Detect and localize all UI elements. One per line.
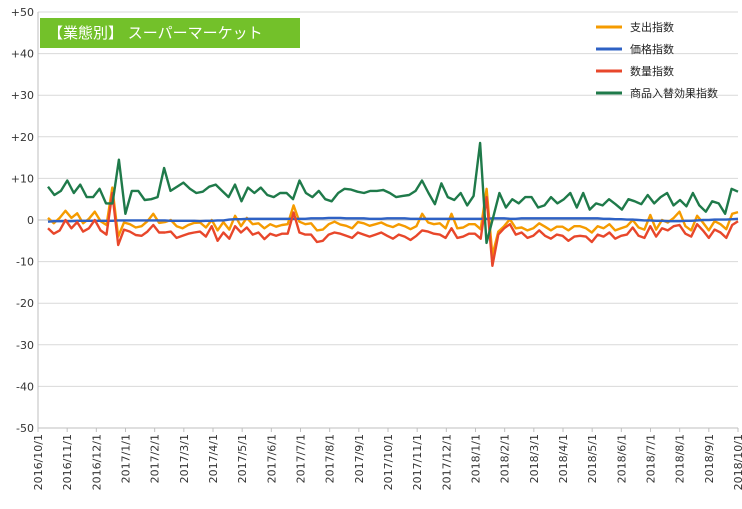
series-line [47,186,739,257]
y-tick-label: -30 [16,339,34,352]
x-tick-label: 2017/6/1 [265,434,278,483]
series-line [47,141,739,245]
chart-title-box: 【業態別】 スーパーマーケット [40,18,300,48]
y-tick-label: -20 [16,297,34,310]
x-tick-label: 2017/2/1 [149,434,162,483]
y-tick-label: +10 [11,172,34,185]
y-tick-label: 0 [27,214,34,227]
y-tick-label: -50 [16,422,34,435]
y-tick-label: +40 [11,48,34,61]
y-tick-label: -10 [16,256,34,269]
series-line [47,216,739,223]
legend-label: 価格指数 [630,42,674,56]
x-tick-label: 2018/6/1 [615,434,628,483]
x-tick-label: 2018/5/1 [586,434,599,483]
y-axis-ticks: +50 +40 +30 +20 +10 0 -10 -20 -30 -40 -50 [11,6,34,435]
x-axis-ticks: 2016/10/1 2016/11/1 2016/12/1 2017/1/1 2017/… [32,428,742,490]
y-tick-label: -40 [16,380,34,393]
x-tick-label: 2016/11/1 [61,434,74,490]
chart-title: 【業態別】 スーパーマーケット [48,24,263,42]
x-tick-label: 2017/3/1 [178,434,191,483]
x-tick-label: 2018/10/1 [732,434,742,490]
x-tick-label: 2017/1/1 [120,434,133,483]
x-tick-label: 2018/1/1 [470,434,483,483]
y-tick-label: +30 [11,89,34,102]
x-tick-label: 2017/7/1 [295,434,308,483]
x-tick-label: 2016/12/1 [90,434,103,490]
x-tick-label: 2018/3/1 [528,434,541,483]
legend-label: 支出指数 [630,20,674,34]
x-tick-label: 2017/12/1 [440,434,453,490]
x-tick-label: 2018/8/1 [674,434,687,483]
y-tick-label: +20 [11,131,34,144]
x-tick-label: 2017/4/1 [207,434,220,483]
series-line [47,191,739,267]
legend-label: 商品入替効果指数 [630,86,718,100]
x-tick-label: 2017/9/1 [353,434,366,483]
x-tick-label: 2018/4/1 [557,434,570,483]
x-tick-label: 2017/10/1 [382,434,395,490]
y-tick-label: +50 [11,6,34,19]
x-tick-label: 2017/8/1 [324,434,337,483]
x-tick-label: 2018/9/1 [703,434,716,483]
x-tick-label: 2018/2/1 [499,434,512,483]
x-tick-label: 2018/7/1 [645,434,658,483]
x-tick-label: 2017/5/1 [236,434,249,483]
legend-label: 数量指数 [630,64,674,78]
title-background [40,18,300,48]
x-tick-label: 2017/11/1 [411,434,424,490]
x-tick-label: 2016/10/1 [32,434,45,490]
series-layer [47,141,739,267]
